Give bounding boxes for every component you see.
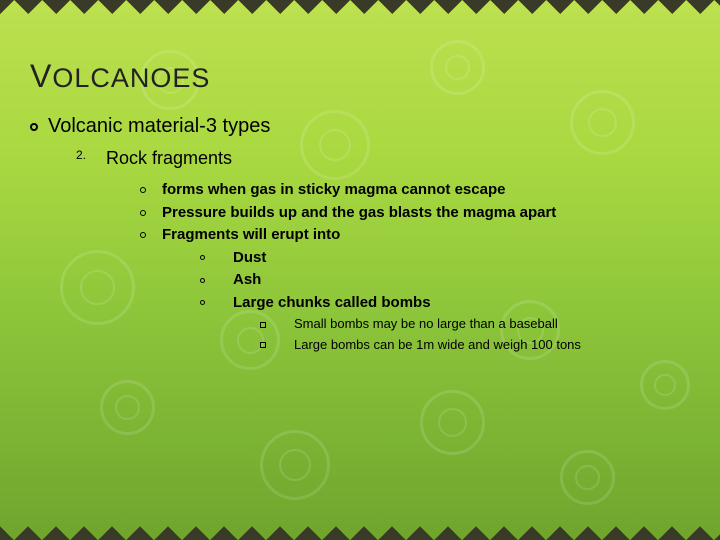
subpoint-text: Large chunks called bombs: [233, 294, 431, 311]
bullet-square-icon: [260, 322, 266, 328]
point-text: Fragments will erupt into: [162, 226, 340, 243]
point-text: forms when gas in sticky magma cannot es…: [162, 181, 505, 198]
slide-title: VOLCANOES: [30, 58, 690, 95]
subheading-row: 2. Rock fragments: [76, 148, 690, 169]
heading-row: Volcanic material-3 types: [30, 115, 690, 138]
detail-text: Large bombs can be 1m wide and weigh 100…: [294, 337, 581, 352]
title-cap: V: [30, 58, 52, 94]
subpoint-2: Ash: [200, 269, 690, 292]
point-text: Pressure builds up and the gas blasts th…: [162, 204, 556, 221]
bullet-icon: [200, 255, 205, 260]
point-2: Pressure builds up and the gas blasts th…: [140, 202, 690, 225]
point-1: forms when gas in sticky magma cannot es…: [140, 179, 690, 202]
detail-1: Small bombs may be no large than a baseb…: [260, 314, 690, 335]
slide: VOLCANOES Volcanic material-3 types 2. Ro…: [0, 0, 720, 540]
bullet-icon: [140, 210, 146, 216]
bullet-square-icon: [260, 342, 266, 348]
subpoint-text: Dust: [233, 249, 266, 266]
slide-content: VOLCANOES Volcanic material-3 types 2. Ro…: [0, 0, 720, 386]
subheading-text: Rock fragments: [106, 148, 232, 168]
bullet-icon: [30, 123, 38, 131]
subpoint-text: Ash: [233, 271, 261, 288]
bullet-icon: [140, 232, 146, 238]
heading-text: Volcanic material-3 types: [48, 115, 270, 137]
bullet-icon: [200, 278, 205, 283]
bullet-icon: [140, 187, 146, 193]
zigzag-bottom-border: [0, 522, 720, 540]
title-rest: OLCANOES: [52, 63, 210, 93]
point-3: Fragments will erupt into: [140, 224, 690, 247]
detail-text: Small bombs may be no large than a baseb…: [294, 316, 558, 331]
subpoint-1: Dust: [200, 247, 690, 270]
bullet-icon: [200, 300, 205, 305]
list-number: 2.: [76, 148, 86, 162]
subpoint-3: Large chunks called bombs: [200, 292, 690, 315]
detail-2: Large bombs can be 1m wide and weigh 100…: [260, 335, 690, 356]
